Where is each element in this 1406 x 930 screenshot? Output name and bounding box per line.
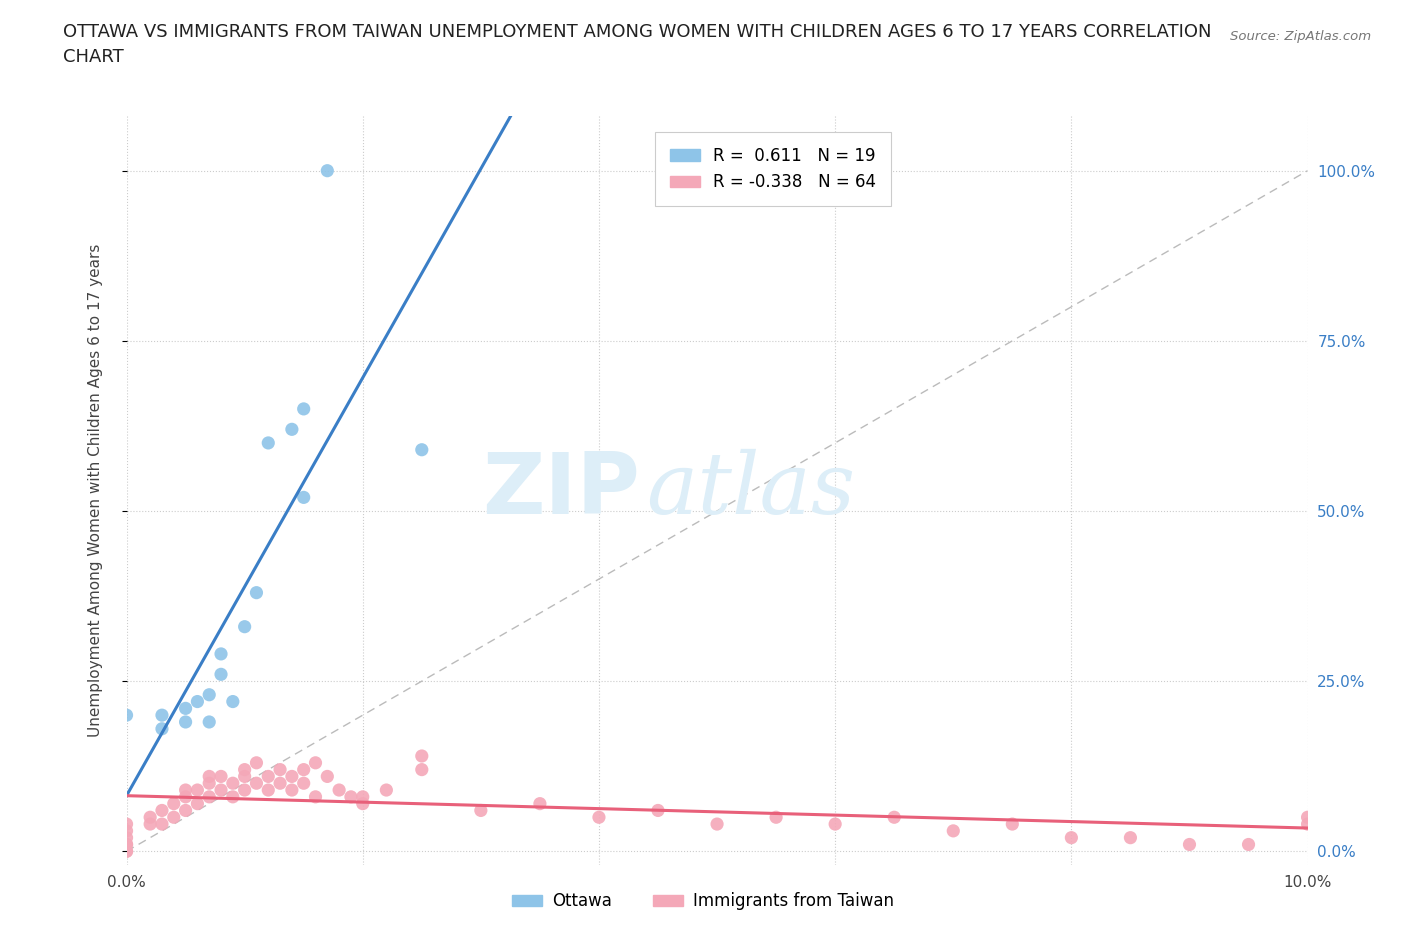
Point (222, 776, 245, 790)
Point (292, 776, 315, 790)
Point (115, 844, 138, 858)
Point (1060, 830, 1083, 845)
Point (942, 823, 965, 838)
Point (316, 164, 339, 179)
Point (163, 796, 186, 811)
Point (304, 790, 326, 804)
Point (115, 708, 138, 723)
Point (352, 796, 374, 811)
Point (257, 782, 280, 797)
Text: atlas: atlas (647, 449, 855, 532)
Text: OTTAWA VS IMMIGRANTS FROM TAIWAN UNEMPLOYMENT AMONG WOMEN WITH CHILDREN AGES 6 T: OTTAWA VS IMMIGRANTS FROM TAIWAN UNEMPLO… (63, 23, 1212, 66)
Point (281, 422, 304, 437)
Point (174, 701, 197, 716)
Text: ZIP: ZIP (482, 449, 640, 532)
Point (257, 769, 280, 784)
Point (233, 782, 256, 797)
Point (115, 837, 138, 852)
Point (411, 749, 433, 764)
Point (150, 803, 173, 817)
Point (139, 810, 162, 825)
Point (411, 443, 433, 458)
Point (328, 782, 350, 797)
Point (222, 694, 245, 709)
Point (824, 817, 846, 831)
Point (292, 490, 315, 505)
Point (1296, 817, 1319, 831)
Point (115, 830, 138, 845)
Point (647, 803, 669, 817)
Point (1296, 810, 1319, 825)
Point (375, 782, 398, 797)
Point (186, 694, 208, 709)
Point (198, 714, 221, 729)
Point (269, 763, 291, 777)
Point (209, 646, 232, 661)
Point (163, 810, 186, 825)
Point (198, 687, 221, 702)
Point (529, 796, 551, 811)
Point (588, 810, 610, 825)
Point (1178, 837, 1201, 852)
Point (174, 803, 197, 817)
Point (292, 402, 315, 417)
Point (174, 782, 197, 797)
Point (1001, 817, 1024, 831)
Point (233, 619, 256, 634)
Point (209, 667, 232, 682)
Point (198, 776, 221, 790)
Point (245, 776, 267, 790)
Point (209, 782, 232, 797)
Point (706, 817, 728, 831)
Point (411, 763, 433, 777)
Point (316, 769, 339, 784)
Point (233, 763, 256, 777)
Point (186, 796, 208, 811)
Point (304, 755, 326, 770)
Point (257, 435, 280, 450)
Point (150, 708, 173, 723)
Point (281, 782, 304, 797)
Point (269, 776, 291, 790)
Point (198, 769, 221, 784)
Point (765, 810, 787, 825)
Point (245, 755, 267, 770)
Point (198, 790, 221, 804)
Point (115, 844, 138, 858)
Point (209, 769, 232, 784)
Point (115, 837, 138, 852)
Point (1119, 830, 1142, 845)
Point (352, 790, 374, 804)
Point (340, 790, 363, 804)
Point (883, 810, 905, 825)
Point (233, 769, 256, 784)
Legend: Ottawa, Immigrants from Taiwan: Ottawa, Immigrants from Taiwan (505, 885, 901, 917)
Point (245, 585, 267, 600)
Y-axis label: Unemployment Among Women with Children Ages 6 to 17 years: Unemployment Among Women with Children A… (89, 244, 103, 737)
Point (139, 817, 162, 831)
Point (281, 769, 304, 784)
Point (222, 790, 245, 804)
Point (115, 823, 138, 838)
Point (174, 790, 197, 804)
Point (470, 803, 492, 817)
Point (115, 817, 138, 831)
Text: Source: ZipAtlas.com: Source: ZipAtlas.com (1230, 30, 1371, 43)
Point (150, 817, 173, 831)
Point (150, 722, 173, 737)
Point (292, 763, 315, 777)
Point (186, 782, 208, 797)
Legend: R =  0.611   N = 19, R = -0.338   N = 64: R = 0.611 N = 19, R = -0.338 N = 64 (655, 132, 891, 206)
Point (1237, 837, 1260, 852)
Point (174, 714, 197, 729)
